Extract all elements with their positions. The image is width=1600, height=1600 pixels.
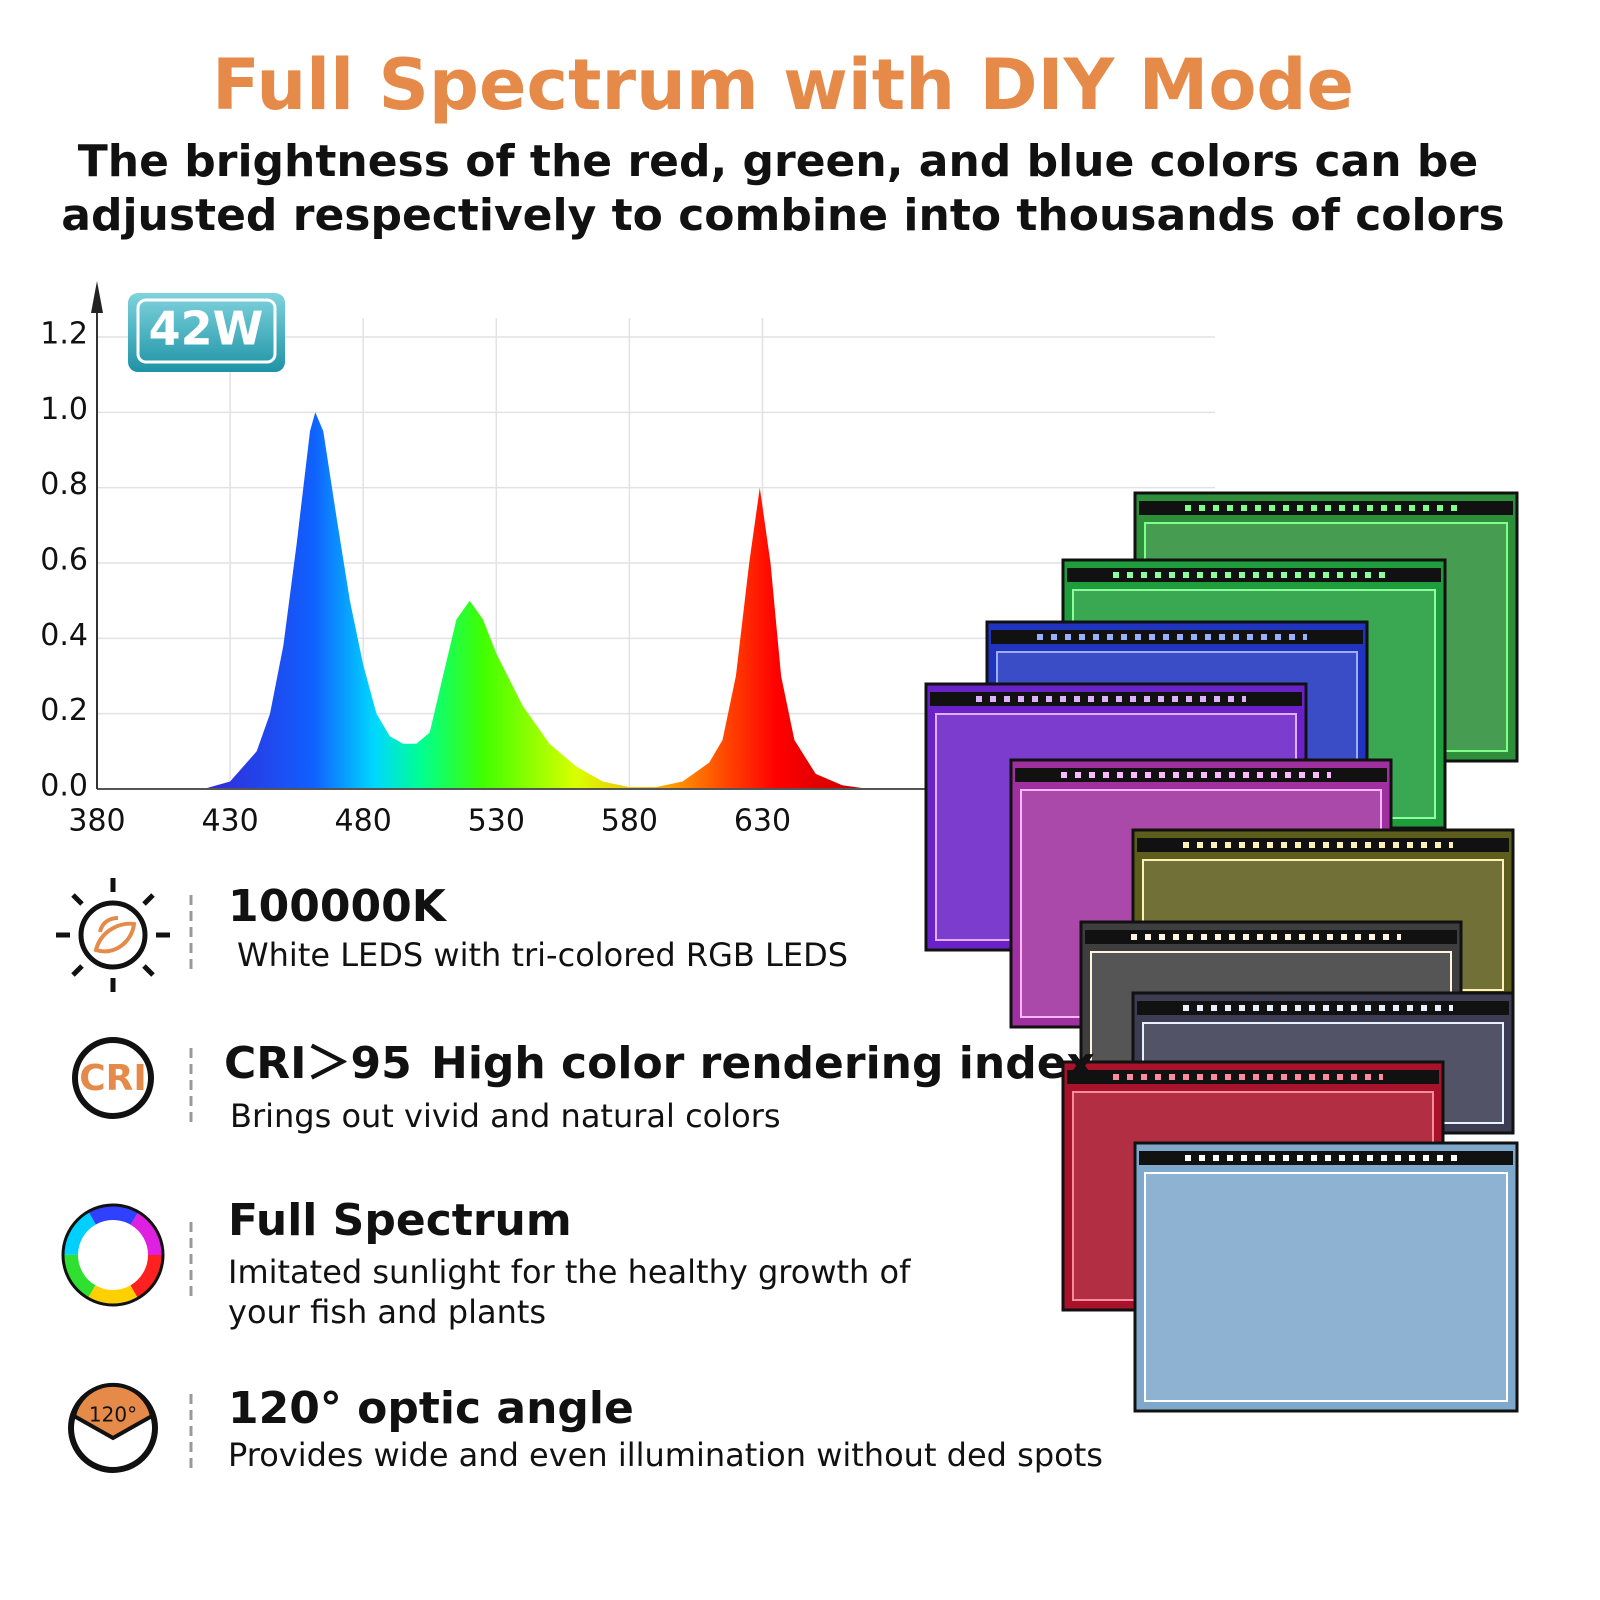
x-tick-label: 430 — [201, 804, 258, 839]
y-tick-label: 0.4 — [40, 618, 88, 653]
x-tick-label: 530 — [468, 804, 525, 839]
angle-icon-text: 120° — [89, 1403, 137, 1427]
angle-wedge — [71, 1382, 155, 1441]
rays — [56, 878, 170, 992]
cri-icon — [72, 1037, 154, 1119]
tank — [1133, 1141, 1519, 1413]
badge-text: 42W — [149, 302, 264, 356]
icons: CRI 120° — [56, 878, 193, 1474]
y-tick-label: 0.2 — [40, 693, 88, 728]
y-tick-label: 0.0 — [40, 769, 88, 804]
sun — [78, 900, 148, 970]
badge-bg — [128, 293, 285, 372]
y-tick-label: 1.0 — [40, 392, 88, 427]
tank-glass — [1144, 1172, 1508, 1402]
subtitle: The brightness of the red, green, and bl… — [78, 136, 1478, 187]
feature-title: CRI＞95 — [224, 1038, 412, 1089]
cri-icon-text: CRI — [79, 1058, 147, 1099]
leaf — [93, 916, 137, 954]
spectrum-area — [97, 412, 869, 789]
x-tick-label: 380 — [68, 804, 125, 839]
feature-text: Imitated sunlight for the healthy growth… — [228, 1253, 911, 1291]
rainbow-icon — [61, 1203, 165, 1307]
ring — [64, 1206, 162, 1304]
feature-title: 100000K — [228, 881, 448, 932]
y-tick-label: 0.8 — [40, 467, 88, 502]
feature-title: Full Spectrum — [228, 1195, 572, 1246]
feature-title: 120° optic angle — [228, 1383, 634, 1434]
ring-outline — [61, 1203, 165, 1307]
feature-text: Brings out vivid and natural colors — [230, 1097, 781, 1135]
tank-photos — [924, 491, 1519, 1413]
sun-icon — [56, 878, 170, 992]
x-tick-label: 580 — [601, 804, 658, 839]
chart: 0.0 0.2 0.4 0.6 0.8 1.0 1.2 380 430 480 530 580 630 — [40, 281, 1215, 839]
subtitle: adjusted respectively to combine into th… — [61, 190, 1504, 241]
feature-text: White LEDS with tri-colored RGB LEDS — [237, 936, 848, 974]
x-tick-label: 480 — [335, 804, 392, 839]
feature-text: your fish and plants — [228, 1293, 546, 1331]
feature-text: Provides wide and even illumination with… — [228, 1436, 1103, 1474]
ring — [64, 1206, 162, 1304]
title: Full Spectrum with DIY Mode — [212, 44, 1354, 126]
x-tick-label: 630 — [734, 804, 791, 839]
badge: 42W — [128, 293, 285, 372]
y-axis-arrow — [91, 281, 103, 313]
y-tick-label: 1.2 — [40, 317, 88, 352]
ring — [64, 1206, 162, 1304]
y-tick-label: 0.6 — [40, 543, 88, 578]
ring — [64, 1206, 162, 1304]
badge-border — [136, 298, 277, 364]
feature-title: High color rendering index — [431, 1038, 1095, 1089]
